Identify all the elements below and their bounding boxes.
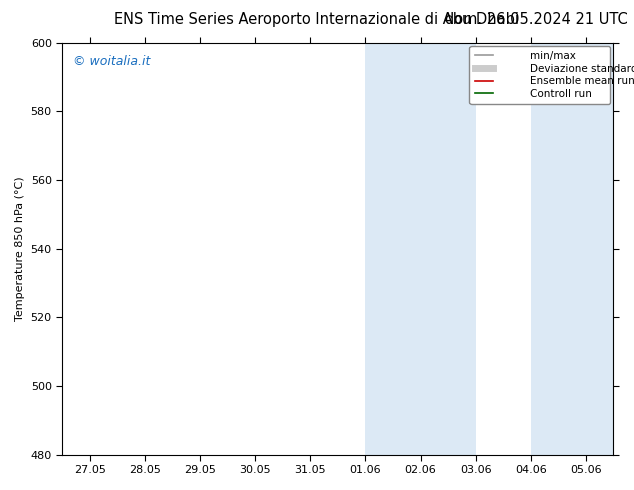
Text: © woitalia.it: © woitalia.it — [74, 55, 151, 68]
Text: dom. 26.05.2024 21 UTC: dom. 26.05.2024 21 UTC — [445, 12, 628, 27]
Y-axis label: Temperature 850 hPa (°C): Temperature 850 hPa (°C) — [15, 176, 25, 321]
Bar — [365, 43, 476, 455]
Text: ENS Time Series Aeroporto Internazionale di Abu Dhabi: ENS Time Series Aeroporto Internazionale… — [115, 12, 519, 27]
Bar — [531, 43, 614, 455]
Legend: min/max, Deviazione standard, Ensemble mean run, Controll run: min/max, Deviazione standard, Ensemble m… — [470, 46, 611, 104]
